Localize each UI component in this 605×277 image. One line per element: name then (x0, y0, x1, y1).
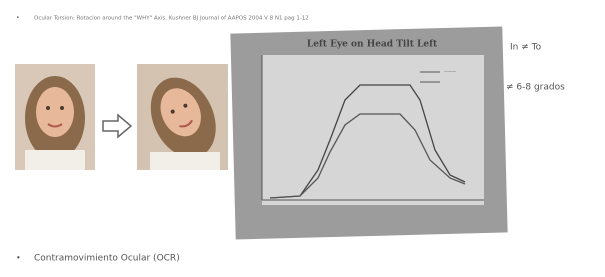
bullet-mark: • (16, 254, 21, 263)
side-note: In ≠ To (510, 43, 542, 53)
slide: • Ocular Torsion: Rotacion around the "W… (0, 0, 605, 273)
svg-text:———: ——— (444, 69, 456, 74)
photo-tilted (137, 64, 228, 170)
photo-straight (15, 64, 95, 170)
bullet-mark: • (16, 15, 20, 22)
top-bullet-text: Ocular Torsion: Rotacion around the "WHY… (34, 16, 309, 22)
side-note: ≠ 6-8 grados (506, 83, 565, 93)
bottom-bullet-text: Contramovimiento Ocular (OCR) (34, 254, 180, 264)
figure-title: Left Eye on Head Tilt Left (307, 40, 438, 50)
figure: Left Eye on Head Tilt Left ——— (230, 26, 507, 239)
